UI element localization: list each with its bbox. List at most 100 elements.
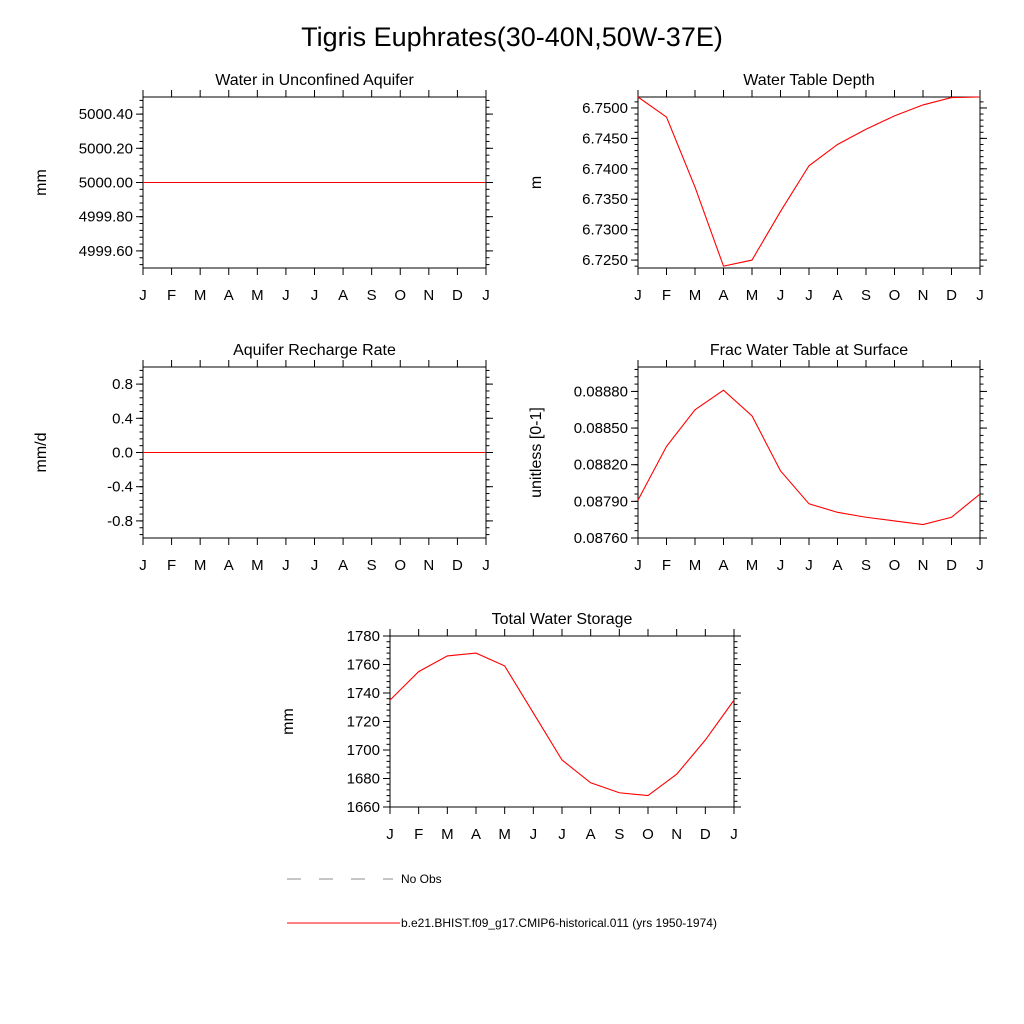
x-tick-label: A	[718, 557, 728, 574]
y-tick-label: 6.7350	[582, 191, 628, 208]
x-tick-label: S	[367, 287, 377, 304]
panel-title: Total Water Storage	[492, 611, 633, 628]
x-tick-label: D	[946, 287, 957, 304]
x-tick-label: M	[746, 287, 759, 304]
x-tick-label: O	[642, 826, 654, 843]
y-tick-label: 4999.60	[79, 243, 133, 260]
y-tick-label: 5000.40	[79, 106, 133, 123]
x-tick-label: N	[423, 287, 434, 304]
series-line	[389, 652, 735, 797]
x-tick-label: O	[889, 287, 901, 304]
series-line	[637, 389, 981, 526]
y-tick-label: 5000.00	[79, 175, 133, 192]
x-tick-label: J	[139, 557, 147, 574]
x-tick-label: A	[224, 557, 234, 574]
legend: No Obs b.e21.BHIST.f09_g17.CMIP6-historic…	[287, 872, 717, 930]
x-tick-label: J	[976, 557, 984, 574]
y-tick-label: 1780	[347, 628, 380, 645]
y-tick-label: 0.08790	[574, 493, 628, 510]
y-tick-label: -0.8	[107, 513, 133, 530]
x-tick-label: J	[777, 557, 785, 574]
y-tick-label: 0.08850	[574, 420, 628, 437]
x-tick-label: D	[946, 557, 957, 574]
x-tick-label: M	[251, 557, 264, 574]
y-tick-label: 1740	[347, 685, 380, 702]
y-tick-label: 6.7300	[582, 222, 628, 239]
x-tick-label: M	[689, 287, 702, 304]
x-tick-label: M	[194, 557, 207, 574]
panel-title: Water in Unconfined Aquifer	[215, 72, 414, 89]
panel-title: Water Table Depth	[743, 72, 875, 89]
y-axis-label: mm	[280, 708, 297, 735]
x-tick-label: J	[311, 557, 319, 574]
legend-label-obs: No Obs	[401, 872, 442, 886]
y-axis-label: mm/d	[33, 433, 50, 473]
y-axis-label: unitless [0-1]	[528, 407, 545, 498]
y-tick-label: 6.7450	[582, 130, 628, 147]
x-tick-label: J	[386, 826, 394, 843]
x-tick-label: J	[634, 287, 642, 304]
x-tick-label: M	[689, 557, 702, 574]
x-tick-label: F	[662, 287, 671, 304]
y-tick-label: 0.08880	[574, 383, 628, 400]
x-tick-label: A	[718, 287, 728, 304]
y-tick-label: 0.4	[112, 410, 133, 427]
y-tick-label: 0.8	[112, 376, 133, 393]
x-tick-label: O	[394, 287, 406, 304]
x-tick-label: M	[194, 287, 207, 304]
x-tick-label: J	[282, 557, 290, 574]
panel-title: Frac Water Table at Surface	[710, 342, 908, 359]
x-tick-label: A	[224, 287, 234, 304]
y-tick-label: -0.4	[107, 479, 133, 496]
x-tick-label: S	[367, 557, 377, 574]
x-tick-label: A	[471, 826, 481, 843]
y-tick-label: 0.0	[112, 445, 133, 462]
x-tick-label: A	[832, 287, 842, 304]
x-tick-label: M	[746, 557, 759, 574]
x-tick-label: J	[777, 287, 785, 304]
y-tick-label: 6.7400	[582, 161, 628, 178]
x-tick-label: J	[482, 287, 490, 304]
x-tick-label: O	[394, 557, 406, 574]
x-tick-label: J	[482, 557, 490, 574]
x-tick-label: F	[167, 557, 176, 574]
x-tick-label: J	[634, 557, 642, 574]
x-tick-label: F	[414, 826, 423, 843]
x-tick-label: D	[700, 826, 711, 843]
y-tick-label: 6.7500	[582, 100, 628, 117]
y-tick-label: 1680	[347, 771, 380, 788]
x-tick-label: D	[452, 557, 463, 574]
x-tick-label: M	[498, 826, 511, 843]
y-tick-label: 1760	[347, 657, 380, 674]
x-tick-label: O	[889, 557, 901, 574]
x-tick-label: J	[558, 826, 566, 843]
x-tick-label: N	[423, 557, 434, 574]
y-tick-label: 1700	[347, 742, 380, 759]
panel-4: Frac Water Table at Surface unitless [0-1…	[528, 342, 987, 574]
x-tick-label: M	[251, 287, 264, 304]
x-tick-label: S	[614, 826, 624, 843]
x-tick-label: J	[282, 287, 290, 304]
plot-frame	[389, 635, 735, 808]
y-axis-label: mm	[33, 169, 50, 196]
x-tick-label: A	[832, 557, 842, 574]
x-tick-label: D	[452, 287, 463, 304]
x-tick-label: J	[139, 287, 147, 304]
y-tick-label: 0.08760	[574, 530, 628, 547]
x-tick-label: F	[167, 287, 176, 304]
x-tick-label: S	[861, 557, 871, 574]
x-tick-label: A	[338, 287, 348, 304]
plot-frame	[637, 96, 981, 269]
page-title: Tigris Euphrates(30-40N,50W-37E)	[301, 22, 723, 52]
panel-title: Aquifer Recharge Rate	[233, 342, 396, 359]
y-tick-label: 6.7250	[582, 252, 628, 269]
plot-frame	[637, 366, 981, 539]
legend-label-model: b.e21.BHIST.f09_g17.CMIP6-historical.011…	[401, 916, 717, 930]
y-tick-label: 1720	[347, 714, 380, 731]
y-tick-label: 0.08820	[574, 457, 628, 474]
